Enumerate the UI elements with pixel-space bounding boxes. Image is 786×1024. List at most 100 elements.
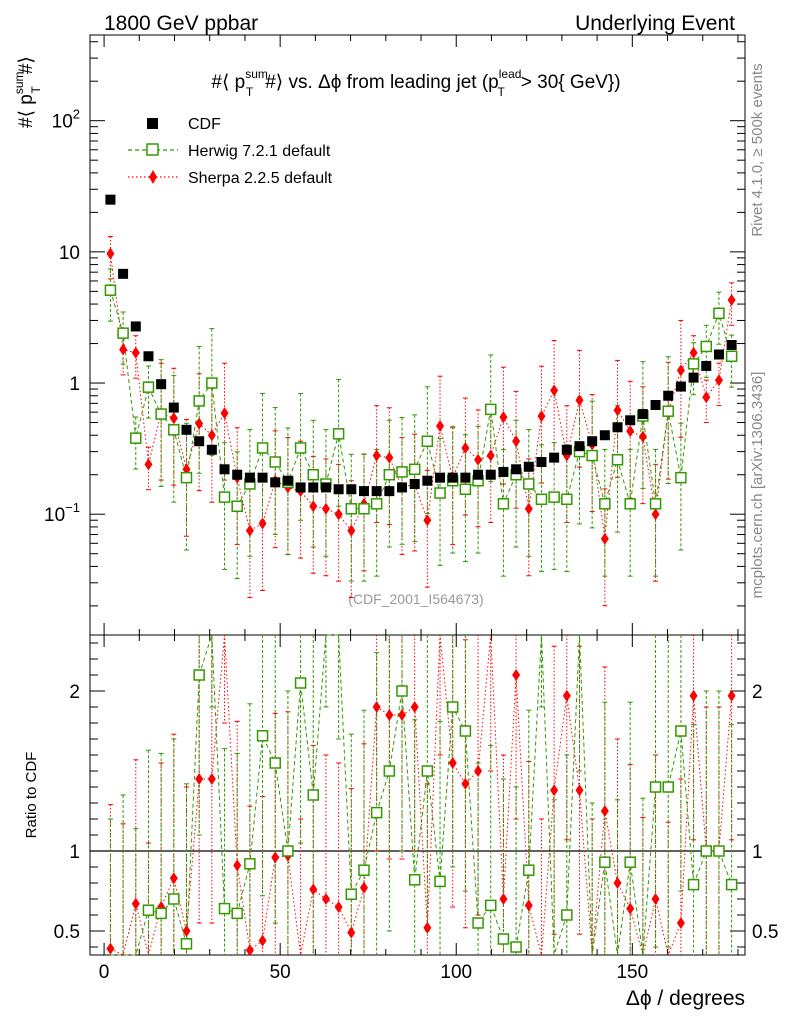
cdf-main-point [168, 402, 179, 413]
herwig-ratio-point [675, 725, 687, 737]
sherpa-main-point [512, 435, 521, 448]
sherpa-ratio-point [347, 926, 356, 939]
cdf-main-point [270, 477, 281, 488]
sherpa-ratio-point [448, 757, 457, 769]
herwig-ratio-point [142, 904, 155, 916]
sherpa-main-point [207, 429, 216, 442]
sherpa-main-point [486, 449, 495, 462]
cdf-main-point [130, 321, 141, 332]
sherpa-ratio-point [271, 851, 280, 864]
header-left: 1800 GeV ppbar [104, 12, 258, 35]
sherpa-main-point [638, 430, 647, 443]
sherpa-main-point [372, 449, 381, 462]
y-tick-label: 10−1 [44, 500, 80, 526]
herwig-main-point [535, 493, 548, 506]
herwig-main-point [294, 442, 307, 454]
herwig-main-point [117, 327, 129, 339]
herwig-main-point [168, 424, 180, 436]
legend: CDF Herwig 7.2.1 default Sherpa 2.2.5 de… [128, 116, 333, 187]
cdf-main-point [397, 482, 408, 493]
sherpa-ratio-point [600, 805, 609, 817]
cdf-main-point [143, 351, 154, 362]
cdf-main-point [701, 360, 712, 371]
legend-sherpa-label: Sherpa 2.2.5 default [188, 170, 333, 187]
sherpa-main-point [347, 524, 356, 537]
mcplots-label: mcplots.cern.ch [arXiv:1306.3436] [749, 372, 766, 599]
herwig-ratio-point [561, 909, 573, 921]
reference-label: (CDF_2001_I564673) [348, 591, 483, 607]
herwig-ratio-point [624, 856, 636, 868]
cdf-main-point [257, 472, 268, 483]
cdf-main-point [346, 484, 357, 495]
herwig-main-point [611, 454, 624, 466]
herwig-ratio-point [358, 864, 370, 876]
sherpa-ratio-point [169, 872, 178, 885]
sherpa-main-point [474, 453, 483, 466]
sherpa-main-point [169, 412, 178, 425]
cdf-main-point [726, 339, 737, 350]
sherpa-main-point [131, 346, 140, 359]
herwig-main-point [687, 358, 700, 370]
sherpa-main-point [537, 410, 546, 423]
herwig-main-point [104, 284, 117, 296]
sherpa-ratio-point [359, 881, 368, 894]
herwig-main-point [307, 468, 320, 481]
sherpa-main-point [144, 458, 153, 471]
cdf-main-point [713, 349, 724, 360]
herwig-main-point [269, 456, 281, 468]
sherpa-ratio-point [524, 899, 533, 912]
herwig-ratio-point [370, 806, 383, 819]
herwig-ratio-line [110, 634, 733, 956]
legend-herwig-label: Herwig 7.2.1 default [188, 143, 331, 160]
cdf-main-point [523, 461, 534, 472]
cdf-main-point [447, 472, 458, 483]
cdf-main-point [244, 472, 255, 483]
herwig-main-point [586, 449, 598, 462]
sherpa-main-point [550, 384, 559, 397]
sherpa-ratio-point [372, 701, 381, 713]
sherpa-main-point [220, 407, 229, 420]
sherpa-ratio-point [410, 701, 419, 713]
cdf-main-point [409, 478, 420, 489]
herwig-main-point [206, 377, 218, 389]
main-y-label: #⟨ psum T#⟩ [12, 56, 43, 128]
herwig-main-point [713, 307, 725, 320]
x-tick-label: 100 [440, 962, 472, 983]
herwig-ratio-point [434, 875, 446, 888]
herwig-ratio-point [282, 845, 294, 857]
herwig-ratio-point [383, 765, 396, 777]
herwig-ratio-point [218, 902, 231, 915]
cdf-main-point [232, 469, 243, 480]
herwig-ratio-point [687, 878, 700, 891]
cdf-main-point [181, 424, 192, 435]
x-axis-label: Δϕ / degrees [626, 987, 745, 1010]
sherpa-ratio-point [474, 765, 483, 777]
cdf-main-point [371, 486, 382, 497]
herwig-ratio-point [421, 765, 434, 777]
cdf-main-point [675, 381, 686, 392]
sherpa-ratio-point [385, 709, 394, 721]
ratio-y-tick-label-left: 2 [69, 682, 80, 703]
sherpa-ratio-point [550, 784, 559, 797]
x-tick-label: 0 [99, 962, 110, 983]
herwig-main-point [142, 381, 155, 393]
sherpa-ratio-point [309, 883, 318, 896]
sherpa-main-point [119, 343, 128, 356]
herwig-main-point [675, 471, 687, 484]
legend-cdf-label: CDF [188, 116, 221, 133]
sherpa-ratio-point [321, 893, 330, 905]
ratio-y-label: Ratio to CDF [23, 752, 40, 839]
sherpa-main-point [309, 500, 318, 513]
sherpa-ratio-point [423, 921, 432, 934]
herwig-ratio-point [599, 856, 611, 868]
herwig-main-point [421, 435, 434, 447]
sherpa-main-point [626, 425, 635, 438]
sherpa-ratio-point [398, 709, 407, 721]
y-tick-label: 10 [59, 243, 80, 264]
herwig-main-point [345, 503, 358, 515]
y-tick-label: 102 [52, 107, 80, 133]
main-title: #⟨ psum T #⟩ vs. Δϕ from leading jet (plea… [211, 67, 620, 99]
cdf-main-point [612, 422, 623, 433]
cdf-main-point [473, 469, 484, 480]
